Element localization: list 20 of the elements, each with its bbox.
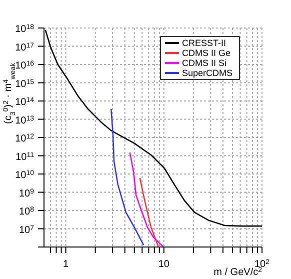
y-tick-label: 10$^{12}$ xyxy=(15,133,34,144)
y-tick-label: 10$^{10}$ xyxy=(15,170,34,181)
y-tick-label: 10$^{17}$ xyxy=(15,42,34,54)
y-tick-label: 10$^{18}$ xyxy=(15,24,34,35)
x-tick-label: 10 xyxy=(158,259,170,270)
x-tick-label: 1 xyxy=(62,259,69,270)
line-series xyxy=(139,177,160,247)
y-tick-label: 10$^{7}$ xyxy=(18,224,34,236)
y-tick-label: 10$^{8}$ xyxy=(18,206,34,218)
legend-label: CDMS II Si xyxy=(182,58,227,68)
y-tick-label: 10$^{11}$ xyxy=(16,151,34,163)
legend-label: CDMS II Ge xyxy=(182,48,231,58)
legend-label: SuperCDMS xyxy=(182,68,233,78)
y-tick-label: 10$^{16}$ xyxy=(15,60,34,72)
legend-label: CRESST-II xyxy=(182,38,226,48)
y-tick-label: 10$^{15}$ xyxy=(15,78,34,90)
y-tick-label: 10$^{14}$ xyxy=(15,96,34,108)
y-tick-label: 10$^{9}$ xyxy=(18,188,34,200)
y-tick-label: 10$^{13}$ xyxy=(15,114,34,126)
x-axis-title: m / GeV/c$^{2}$ xyxy=(214,266,262,278)
